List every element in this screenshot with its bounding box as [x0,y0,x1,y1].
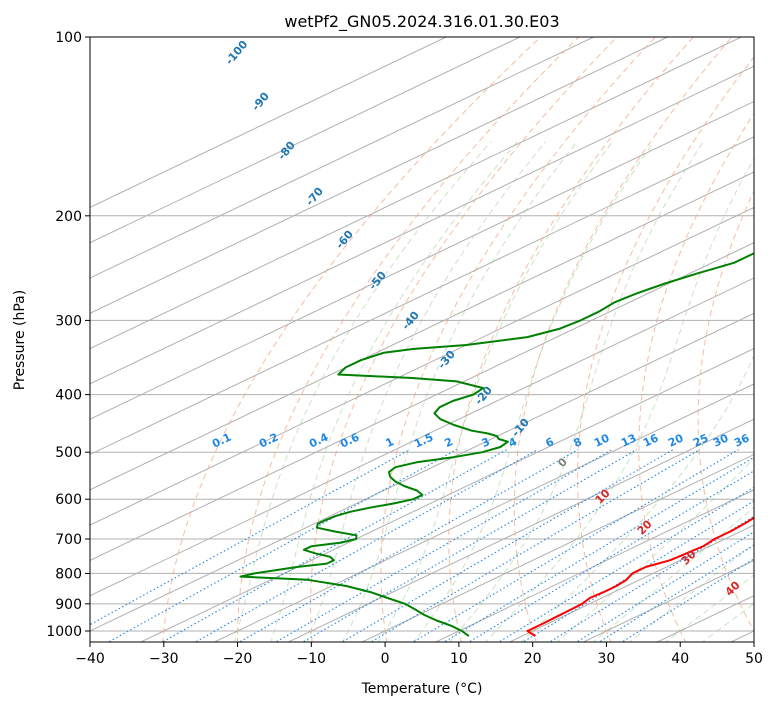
y-tick-label: 1000 [46,624,82,640]
y-tick-label: 800 [55,566,82,582]
y-tick-label: 100 [55,30,82,46]
isotherm-line [90,37,668,314]
isotherm-line [434,489,754,642]
mixing-ratio-label: 30 [711,431,731,449]
x-tick-label: −10 [297,651,327,667]
mixing-ratio-line [598,544,754,642]
x-tick-label: 20 [524,651,542,667]
moist-adiabat [484,157,754,642]
y-axis-title: Pressure (hPa) [12,290,28,390]
temperature-trace [526,516,754,637]
mixing-ratio-line [341,449,674,642]
dry-adiabat [513,37,732,642]
isotherm-line [90,37,447,208]
mixing-ratio-line [161,449,508,642]
isotherm-line [90,312,754,632]
mixing-ratio-line [274,449,613,642]
chart-title: wetPf2_GN05.2024.316.01.30.E03 [284,12,559,32]
isotherm-line [90,37,594,279]
dry-adiabat [448,37,694,642]
mixing-ratio-line [90,449,411,626]
x-tick-label: −40 [75,651,105,667]
dry-adiabat [162,37,541,642]
isotherm-line [508,524,754,642]
isotherm-line [90,37,742,350]
moist-adiabat [664,574,754,642]
isotherm-line [287,418,754,642]
x-tick-label: −20 [223,651,253,667]
mixing-ratio-label: 13 [619,431,638,449]
moist-adiabat [413,141,655,642]
x-axis-title: Temperature (°C) [361,681,483,697]
y-tick-label: 700 [55,532,82,548]
dewpoint-trace [239,252,754,637]
plot-frame [89,36,755,643]
moist-adiabat [270,141,518,642]
moist-adiabat [628,543,754,642]
moist-adiabat [556,457,754,642]
isotherm-line [90,206,754,526]
moist-adiabat [342,141,578,642]
moist-adiabat [520,354,754,642]
moist-adiabat [448,141,704,642]
isotherm-line [360,453,754,642]
y-tick-label: 300 [55,313,82,329]
isotherm-line [90,136,754,456]
x-tick-label: 40 [671,651,689,667]
isotherm-line [90,100,754,420]
x-tick-label: 10 [450,651,468,667]
x-tick-label: −30 [149,651,179,667]
mixing-ratio-line [468,470,754,642]
isotherm-line [90,65,754,385]
x-tick-label: 50 [745,651,763,667]
mixing-ratio-line [621,558,754,642]
moist-adiabat [306,141,546,642]
y-tick-label: 600 [55,492,82,508]
isotherm-line [90,37,521,244]
mixing-ratio-line [575,531,754,642]
mixing-ratio-line [522,500,754,642]
isotherm-line [90,277,754,597]
mixing-ratio-label: 25 [691,431,710,449]
mixing-ratio-label: 10 [592,431,612,449]
isotherm-line [139,348,754,642]
x-tick-label: 30 [598,651,616,667]
y-tick-label: 500 [55,445,82,461]
mixing-ratio-label: 20 [666,431,686,449]
y-axis: 100 200 300 400 500 600 700 800 900 1000 [46,30,90,640]
isotherm-line [213,383,754,642]
mixing-ratio-line [107,449,458,642]
mixing-ratio-line [194,449,538,642]
moist-adiabat [234,141,492,642]
mixing-ratio-label: 36 [732,431,752,449]
mixing-ratio-line [498,486,754,642]
dry-adiabat [380,37,656,642]
background-lines [90,37,754,642]
y-tick-label: 900 [55,597,82,613]
dry-adiabat [577,56,754,642]
moist-adiabat [592,506,754,642]
y-tick-label: 200 [55,209,82,225]
x-axis: −40 −30 −20 −10 0 10 20 30 40 50 [75,642,763,667]
plot-background [90,37,754,642]
dry-adiabat [237,37,580,642]
isotherm-line [90,242,754,561]
mixing-ratio-line [369,449,700,642]
x-tick-label: 0 [381,651,390,667]
y-tick-label: 400 [55,388,82,404]
isotherm-line [90,171,754,491]
mixing-ratio-line [548,515,754,642]
data-lines [239,252,754,637]
mixing-ratio-label: 16 [641,431,661,449]
dry-adiabat [697,189,754,633]
